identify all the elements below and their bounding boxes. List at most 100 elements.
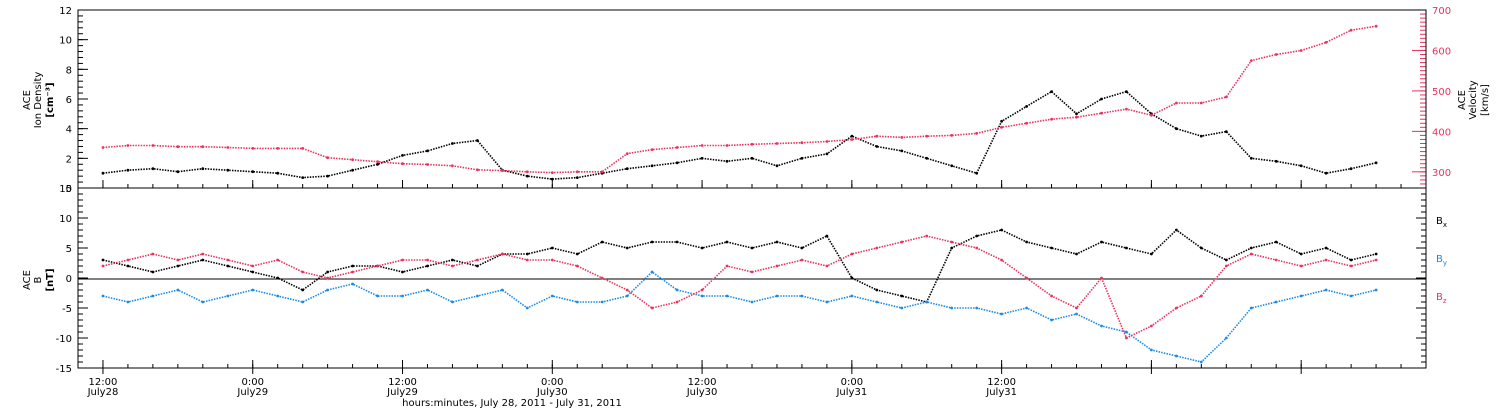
bottom-series-0-point [775,240,779,244]
bottom-series-0-point [1125,246,1128,250]
top-series-1-point [775,142,779,145]
bottom-series-0-point [276,276,280,280]
bottom-tick-label: 5 [66,244,72,255]
bottom-series-2-point [675,300,679,304]
bottom-series-2-point [1075,306,1078,310]
top-series-0-point [1125,90,1128,93]
bottom-panel-tick-labels: -15 -10 -5 0 5 10 15 [56,184,72,375]
bottom-series-2-point [1100,276,1103,280]
bottom-series-1-point [201,300,205,304]
top-series-1-point [1075,115,1078,119]
top-series-1-point [850,138,854,141]
top-right-tick-label: 300 [1432,168,1451,179]
bottom-series-1-point [1199,360,1203,364]
bottom-series-0-point [600,240,604,244]
bottom-series-2-point [1324,258,1328,262]
bottom-series-0-point [301,288,305,292]
bottom-series-1-point [1000,312,1003,316]
bottom-series-2-point [1175,306,1178,310]
top-series-0-point [850,134,854,138]
bottom-series-0-point [1224,258,1228,262]
bottom-series-1-point [1075,312,1078,316]
bottom-axis-title-line3: [nT] [45,268,56,291]
x-tick-label-date: July30 [686,387,718,398]
legend-subscript: y [1443,259,1447,267]
bottom-series-0-point [1249,246,1253,250]
bottom-series-2-point [800,258,804,262]
bottom-series-2-point [1349,264,1353,268]
bottom-series-1-point [351,282,354,286]
bottom-series-1-point [326,288,329,292]
legend-subscript: x [1443,221,1447,229]
top-series-1-point [700,144,704,147]
top-series-1-point [1224,95,1228,99]
bottom-series-2-point [426,258,429,262]
bottom-series-2-point [276,258,280,262]
top-series-1-point [1150,113,1153,117]
bottom-series-2-point [725,264,729,268]
bottom-series-0-point [1274,240,1278,244]
top-left-axis-title: ACE Ion Density [cm⁻³] [22,72,56,129]
top-series-1-point [1249,59,1253,62]
top-left-tick-label: 6 [66,95,72,106]
bottom-series-2-point [1224,264,1228,268]
x-tick-label-date: July31 [835,387,867,398]
bottom-series-1-point [1299,294,1303,298]
top-series-0-point [1075,112,1078,116]
top-series-1-point [1100,111,1103,115]
legend-subscript: z [1443,297,1447,305]
x-tick-label-date: July30 [536,387,568,398]
top-series-0-point [1000,119,1003,123]
bottom-series-0-point [800,246,804,250]
bottom-series-1-point [1224,336,1228,340]
top-series-1-point [201,145,205,149]
bottom-series-2-point [1000,258,1003,262]
top-series-1-point [1025,121,1028,125]
bottom-series-1-point [700,294,704,298]
bottom-series-2-point [750,270,754,274]
top-series-1-point [126,144,130,147]
bottom-series-0-point [625,246,629,250]
top-series-1-point [476,168,479,172]
x-tick-label-date: July29 [236,387,268,398]
bottom-series-2-point [650,306,654,310]
top-series-0-point [476,139,479,142]
bottom-series-1-point [1125,330,1128,334]
bottom-series-1-point [1100,324,1103,328]
top-left-tick-label: 2 [66,154,72,165]
top-series-1-point [1324,41,1328,44]
bottom-series-1-point [925,300,929,304]
bottom-series-1-point [900,306,904,310]
bottom-series-0-point [1175,228,1178,232]
top-right-axis-title-line1: ACE [1457,90,1468,110]
top-series-0-point [525,174,529,178]
bottom-series-2-point [101,264,105,268]
bottom-series-2-point [251,264,255,268]
bottom-panel-frame [77,187,1427,369]
top-series-1-point [1050,117,1053,121]
top-left-axis-title-line3: [cm⁻³] [45,82,56,117]
bottom-series-2-point [376,264,379,268]
top-right-axis-title-line3: [km/s] [1480,84,1491,116]
bottom-series-1-point [750,300,754,304]
bottom-series-0-point [226,264,230,268]
bottom-series-2-point [1150,324,1153,328]
top-series-1-trace [102,25,1377,174]
bottom-series-2-point [326,276,329,280]
bottom-series-1-point [1374,288,1378,292]
bottom-series-1-point [1324,288,1328,292]
x-axis-title: hours:minutes, July 28, 2011 - July 31, … [402,398,622,409]
bottom-series-1-point [401,294,404,298]
top-series-0-point [326,174,329,178]
top-series-0-point [276,171,280,175]
bottom-series-0-point [1000,228,1003,232]
top-series-1-point [1274,53,1278,56]
x-tick-label-time: 12:00 [388,377,417,388]
bottom-series-2-point [625,288,629,292]
bottom-series-0-point [1050,246,1053,250]
top-series-0-point [775,164,779,168]
top-series-0-point [126,168,130,172]
bottom-series-0-point [151,270,155,274]
bottom-series-0-point [550,246,554,250]
bottom-series-0-point [1075,252,1078,256]
